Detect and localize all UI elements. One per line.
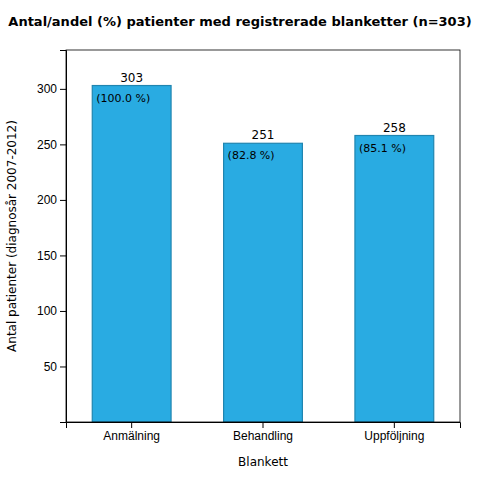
- chart-title: Antal/andel (%) patienter med registrera…: [8, 14, 471, 29]
- tick-mark: [60, 200, 66, 201]
- percentage-label: (100.0 %): [96, 92, 150, 105]
- tick-label: Uppföljning: [364, 429, 424, 443]
- tick: 100: [37, 304, 66, 318]
- tick-label: 200: [37, 193, 57, 207]
- y-axis: 50 100 150 200 250 300: [37, 51, 67, 423]
- axis-line: [67, 423, 461, 429]
- tick: 50: [44, 360, 66, 374]
- tick: 150: [37, 249, 66, 263]
- bars: [92, 86, 433, 422]
- plot-area: 50 100 150 200 250 300 Anmälning Behandling Uppf…: [37, 50, 461, 443]
- x-axis-title: Blankett: [238, 455, 288, 469]
- data-label: 303: [120, 71, 143, 85]
- tick-label: 250: [37, 138, 57, 152]
- chart: 50 100 150 200 250 300 Anmälning Behandling Uppf…: [0, 0, 480, 480]
- data-label: 251: [252, 128, 275, 142]
- tick-label: 300: [37, 82, 57, 96]
- tick-mark: [131, 422, 132, 428]
- percentage-label: (85.1 %): [359, 142, 406, 155]
- x-axis: Anmälning Behandling Uppföljning: [67, 422, 461, 443]
- tick-mark: [394, 422, 395, 428]
- axis-line: [60, 51, 67, 423]
- tick: 300: [37, 82, 66, 96]
- data-labels: 303 251 258: [120, 71, 406, 143]
- tick: 200: [37, 193, 66, 207]
- tick-mark: [60, 366, 66, 367]
- tick: 250: [37, 138, 66, 152]
- tick-label: Anmälning: [103, 429, 160, 443]
- tick-mark: [263, 422, 264, 428]
- data-label: 258: [383, 121, 406, 135]
- tick: Behandling: [233, 422, 293, 443]
- percentage-label: (82.8 %): [228, 149, 275, 162]
- bar: [224, 143, 303, 422]
- tick-mark: [60, 89, 66, 90]
- plot-frame: [66, 50, 460, 422]
- bar: [355, 136, 434, 422]
- tick-label: 50: [44, 360, 58, 374]
- tick-mark: [60, 144, 66, 145]
- tick: Uppföljning: [364, 422, 424, 443]
- tick-label: 150: [37, 249, 57, 263]
- y-axis-title: Antal patienter (diagnosår 2007-2012): [5, 120, 19, 352]
- percentage-labels: (100.0 %) (82.8 %) (85.1 %): [96, 92, 406, 163]
- bar: [92, 86, 171, 422]
- tick-label: 100: [37, 304, 57, 318]
- tick-label: Behandling: [233, 429, 293, 443]
- tick: Anmälning: [103, 422, 160, 443]
- tick-mark: [60, 255, 66, 256]
- tick-mark: [60, 311, 66, 312]
